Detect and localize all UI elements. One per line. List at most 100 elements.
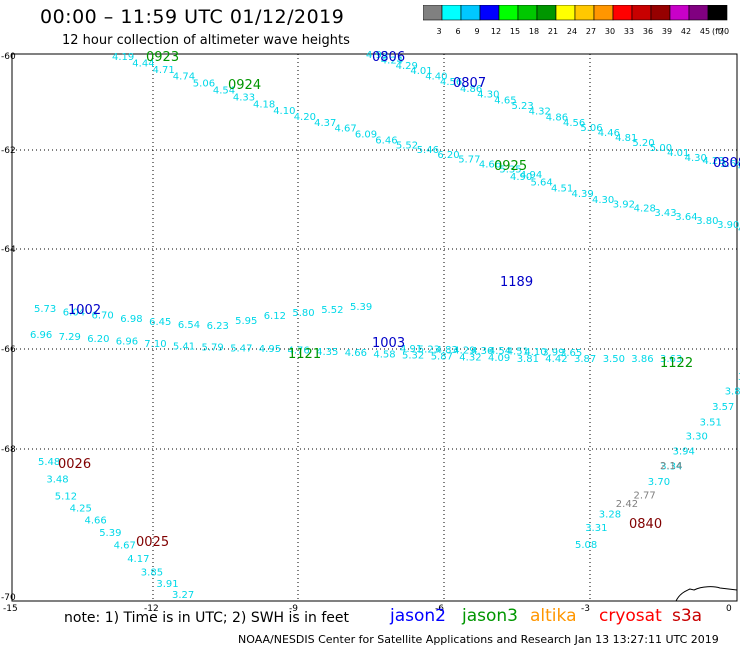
wave-height-value: 5.79 bbox=[202, 343, 224, 354]
wave-height-value: 4.44 bbox=[132, 58, 154, 69]
wave-height-value: 3.34 bbox=[660, 462, 682, 473]
wave-height-value: 6.98 bbox=[120, 314, 142, 325]
wave-height-value: 4.37 bbox=[314, 118, 336, 129]
wave-height-value: 6.96 bbox=[116, 336, 138, 347]
wave-height-value: 4.86 bbox=[460, 84, 482, 95]
wave-height-value: 4.35 bbox=[316, 347, 338, 358]
wave-height-value: 4.36 bbox=[471, 346, 493, 357]
lon-label: -15 bbox=[3, 604, 18, 614]
colorbar-label: 21 bbox=[548, 27, 558, 36]
pass-time-label: 1122 bbox=[660, 356, 693, 371]
colorbar-label: 24 bbox=[567, 27, 577, 36]
lat-label: -70 bbox=[1, 593, 16, 603]
wave-height-value: 6.70 bbox=[92, 311, 114, 322]
lat-label: -60 bbox=[1, 52, 16, 62]
pass-labels: 0923 0924 0806 0807 0808 0925 1002 1003 1121 1122… bbox=[58, 50, 740, 550]
colorbar-label: 45 bbox=[700, 27, 710, 36]
lat-label: -66 bbox=[1, 345, 16, 355]
wave-height-value: 4.74 bbox=[173, 71, 195, 82]
colorbar-swatch bbox=[688, 5, 709, 21]
wave-height-value: 4.58 bbox=[373, 350, 395, 361]
wave-height-value: 3.57 bbox=[712, 402, 734, 413]
wave-height-value: 5.12 bbox=[55, 492, 77, 503]
wave-height-value: 4.39 bbox=[572, 189, 594, 200]
wave-height-value: 5.47 bbox=[230, 343, 252, 354]
lon-label: -6 bbox=[435, 604, 444, 614]
wave-height-value: 3.86 bbox=[631, 354, 653, 365]
wave-height-value: 3.64 bbox=[675, 212, 697, 223]
wave-height-value: 4.31 bbox=[738, 162, 740, 173]
pass-time-label: 0026 bbox=[58, 457, 91, 472]
map-subtitle: 12 hour collection of altimeter wave hei… bbox=[62, 33, 350, 48]
wave-height-value: 4.01 bbox=[667, 148, 689, 159]
wave-height-value: 4.66 bbox=[345, 348, 367, 359]
wave-height-value: 5.35 bbox=[499, 165, 521, 176]
wave-height-value: 5.73 bbox=[34, 304, 56, 315]
wave-height-value: 5.00 bbox=[650, 143, 672, 154]
wave-height-value: 5.41 bbox=[173, 341, 195, 352]
colorbar-swatch bbox=[593, 5, 614, 21]
wave-height-value: 4.28 bbox=[634, 204, 656, 215]
wave-height-value: 4.30 bbox=[592, 195, 614, 206]
wave-height-value: 4.81 bbox=[615, 133, 637, 144]
pass-time-label: 1002 bbox=[68, 303, 101, 318]
colorbar-swatch bbox=[555, 5, 576, 21]
wave-height-value: 4.94 bbox=[520, 170, 542, 181]
colorbar-swatch bbox=[536, 5, 557, 21]
wave-height-value: 5.46 bbox=[417, 145, 439, 156]
wave-height-value: 5.23 bbox=[512, 101, 534, 112]
map-frame bbox=[11, 53, 738, 602]
wave-height-value: 3.80 bbox=[696, 216, 718, 227]
colorbar-label: 9 bbox=[474, 27, 479, 36]
wave-height-value: 6.46 bbox=[375, 136, 397, 147]
lon-label: -9 bbox=[289, 604, 298, 614]
wave-height-points: 4.194.444.714.745.064.544.334.184.104.20… bbox=[30, 50, 740, 601]
wave-height-value: 6.45 bbox=[149, 317, 171, 328]
wave-height-value: 4.10 bbox=[273, 106, 295, 117]
coastline bbox=[675, 586, 738, 602]
colorbar-label: 33 bbox=[624, 27, 634, 36]
wave-height-value: 3.27 bbox=[172, 590, 194, 601]
satellite-jason2: jason2 bbox=[390, 606, 446, 626]
wave-height-value: 4.30 bbox=[477, 90, 499, 101]
wave-height-value: 5.48 bbox=[38, 457, 60, 468]
pass-time-label: 0807 bbox=[453, 76, 486, 91]
wave-height-value: 4.19 bbox=[112, 52, 134, 63]
wave-height-value: 3.65 bbox=[560, 348, 582, 359]
colorbar-swatch bbox=[441, 5, 462, 21]
colorbar-swatch bbox=[669, 5, 690, 21]
wave-height-value: 6.09 bbox=[355, 130, 377, 141]
footer-credit: NOAA/NESDIS Center for Satellite Applica… bbox=[238, 633, 719, 646]
wave-height-value: 3.63 bbox=[660, 354, 682, 365]
wave-height-value: 3.48 bbox=[46, 474, 68, 485]
wave-height-value: 4.51 bbox=[507, 347, 529, 358]
wave-height-value: 4.18 bbox=[253, 100, 275, 111]
wave-height-value: 4.29 bbox=[396, 61, 418, 72]
colorbar-label: 70 bbox=[719, 27, 729, 36]
wave-height-value: 5.52 bbox=[396, 141, 418, 152]
colorbar-swatch bbox=[631, 5, 652, 21]
wave-height-value: 4.67 bbox=[335, 124, 357, 135]
wave-height-value: 2.77 bbox=[634, 490, 656, 501]
wave-height-value: 6.04 bbox=[63, 307, 85, 318]
wave-height-value: 4.54 bbox=[489, 346, 511, 357]
wave-height-value: 3.51 bbox=[700, 417, 722, 428]
lat-label: -62 bbox=[1, 146, 16, 156]
wave-height-value: 4.86 bbox=[546, 112, 568, 123]
wave-height-value: 3.30 bbox=[686, 431, 708, 442]
lat-label: -68 bbox=[1, 445, 16, 455]
wave-height-value: 4.25 bbox=[70, 504, 92, 515]
wave-height-value: 3.82 bbox=[738, 372, 740, 383]
pass-time-label: 0924 bbox=[228, 78, 261, 93]
wave-height-value: 5.39 bbox=[99, 528, 121, 539]
wave-height-value: 4.23 bbox=[702, 156, 724, 167]
wave-height-value: 4.71 bbox=[153, 65, 175, 76]
wave-height-value: 5.06 bbox=[580, 123, 602, 134]
wave-height-value: 4.46 bbox=[598, 128, 620, 139]
wave-height-value: 6.20 bbox=[87, 334, 109, 345]
colorbar-label: 12 bbox=[491, 27, 501, 36]
colorbar-swatch bbox=[612, 5, 633, 21]
wave-height-value: 3.94 bbox=[673, 446, 695, 457]
wave-height-value: 4.20 bbox=[294, 112, 316, 123]
